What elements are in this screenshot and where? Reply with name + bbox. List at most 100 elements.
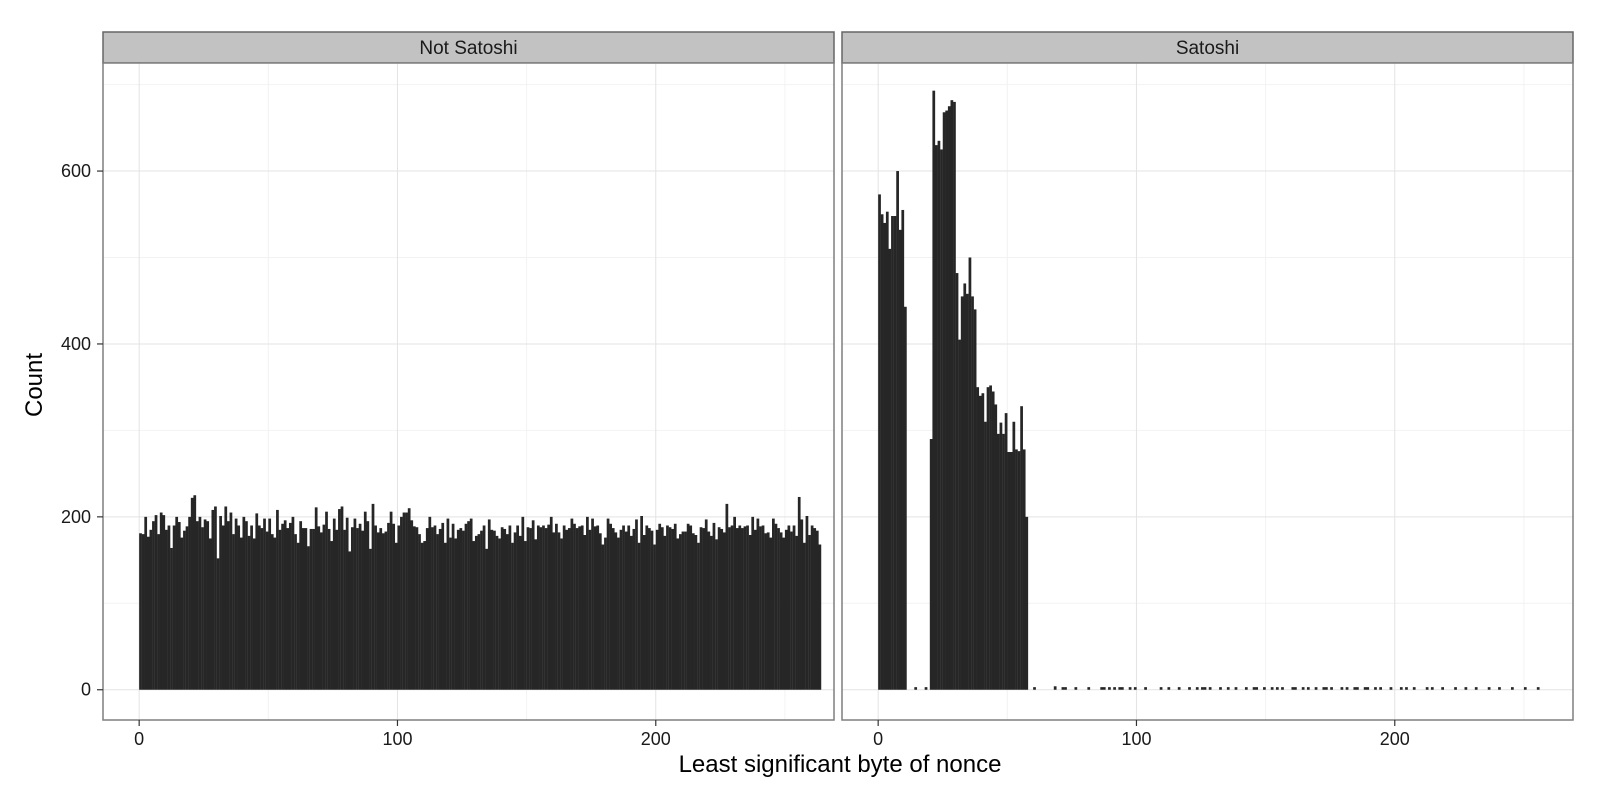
histogram-bar	[1201, 687, 1204, 690]
histogram-bar	[188, 516, 191, 690]
histogram-bar	[358, 523, 362, 690]
histogram-bar	[953, 101, 956, 690]
y-tick-label: 200	[61, 507, 91, 527]
histogram-bar	[283, 520, 287, 690]
histogram-bar	[699, 527, 703, 690]
histogram-bar	[469, 518, 473, 690]
histogram-bar	[1281, 687, 1284, 690]
histogram-bar	[583, 535, 587, 690]
histogram-bar	[146, 536, 150, 690]
histogram-bar	[252, 538, 256, 690]
x-axis-title: Least significant byte of nonce	[679, 751, 1002, 778]
histogram-bar	[1087, 687, 1091, 690]
histogram-bar	[1020, 406, 1023, 690]
histogram-bar	[307, 546, 310, 690]
histogram-bar	[1430, 687, 1434, 690]
y-axis: 0 200 400 600	[61, 161, 103, 700]
histogram-bar	[263, 518, 266, 690]
histogram-bar	[327, 528, 331, 690]
histogram-bar	[1102, 687, 1106, 690]
histogram-bar	[198, 516, 202, 690]
histogram-bar	[175, 516, 179, 690]
histogram-bar	[503, 528, 507, 690]
histogram-bar	[495, 535, 499, 690]
histogram-bar	[1015, 449, 1018, 690]
bars	[139, 495, 822, 690]
histogram-bar	[208, 538, 212, 690]
histogram-bar	[963, 283, 967, 690]
histogram-bar	[1330, 687, 1333, 690]
histogram-bar	[304, 528, 308, 690]
histogram-bar	[348, 551, 352, 690]
histogram-bar	[800, 519, 804, 690]
histogram-bar	[741, 528, 744, 690]
histogram-bar	[474, 535, 478, 690]
histogram-bar	[356, 528, 359, 690]
histogram-bar	[381, 533, 385, 690]
histogram-bar	[407, 508, 411, 690]
histogram-bar	[1120, 687, 1124, 690]
histogram-bar	[893, 216, 897, 690]
histogram-bar	[555, 523, 558, 690]
histogram-bar	[663, 535, 667, 690]
histogram-bar	[170, 547, 173, 690]
x-tick-label: 0	[873, 729, 883, 749]
histogram-bar	[392, 523, 396, 690]
histogram-bar	[891, 216, 894, 690]
histogram-bar	[1255, 687, 1259, 690]
histogram-bar	[614, 532, 618, 690]
histogram-bar	[314, 507, 318, 690]
histogram-bar	[971, 296, 974, 690]
histogram-bar	[960, 296, 964, 690]
histogram-bar	[296, 542, 300, 690]
histogram-bar	[420, 542, 424, 690]
histogram-bar	[214, 506, 217, 690]
histogram-bar	[738, 525, 742, 690]
histogram-bar	[195, 521, 199, 690]
histogram-bar	[1053, 686, 1057, 690]
histogram-bar	[1252, 687, 1256, 690]
histogram-bar	[1366, 687, 1370, 690]
histogram-bar	[534, 539, 538, 690]
histogram-bar	[593, 526, 597, 690]
histogram-bar	[260, 528, 264, 690]
histogram-bar	[343, 529, 346, 690]
histogram-bar	[996, 433, 1000, 690]
histogram-bar	[379, 528, 383, 690]
histogram-bar	[152, 521, 155, 690]
x-tick-label: 100	[1121, 729, 1151, 749]
histogram-bar	[1128, 687, 1132, 690]
histogram-bar	[965, 293, 969, 690]
histogram-bar	[604, 537, 607, 690]
histogram-bar	[903, 306, 907, 690]
histogram-bar	[482, 525, 486, 690]
histogram-bar	[1108, 687, 1111, 690]
histogram-bar	[159, 512, 163, 690]
histogram-bar	[172, 525, 176, 690]
histogram-bar	[245, 521, 248, 690]
histogram-bar	[340, 506, 344, 690]
histogram-bar	[374, 525, 377, 690]
histogram-bar	[1061, 687, 1065, 690]
histogram-bar	[720, 528, 724, 690]
histogram-bar	[1464, 687, 1468, 690]
histogram-bar	[782, 537, 786, 690]
histogram-bar	[250, 525, 253, 690]
histogram-bar	[281, 523, 284, 690]
histogram-bar	[901, 209, 905, 690]
histogram-bar	[462, 530, 465, 690]
histogram-bar	[539, 527, 543, 690]
histogram-bar	[480, 530, 483, 690]
histogram-bar	[526, 527, 530, 690]
histogram-bar	[580, 525, 584, 690]
histogram-bar	[1177, 687, 1181, 690]
histogram-bar	[255, 513, 259, 690]
histogram-bar	[619, 529, 623, 690]
histogram-bar	[575, 528, 579, 690]
histogram-bar	[141, 534, 145, 690]
histogram-bar	[596, 525, 600, 690]
histogram-bar	[676, 538, 680, 690]
histogram-bar	[666, 525, 669, 690]
histogram-bar	[818, 544, 822, 690]
